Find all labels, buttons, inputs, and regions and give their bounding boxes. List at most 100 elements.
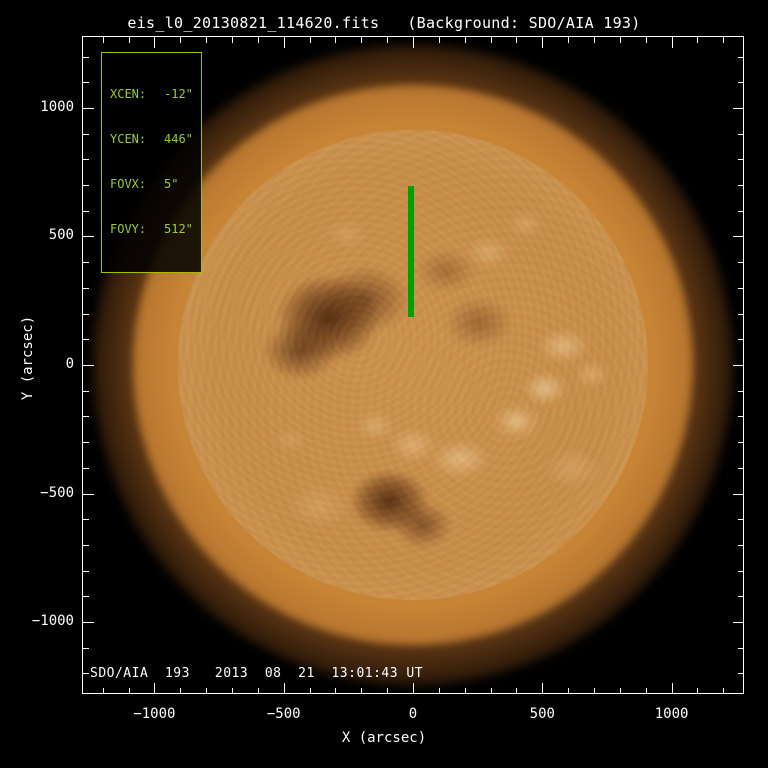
axis-tick: [491, 37, 492, 43]
axis-tick: [738, 57, 744, 58]
axis-tick: [83, 519, 89, 520]
axis-tick: [83, 288, 89, 289]
axis-tick: [738, 519, 744, 520]
axis-tick: [733, 108, 744, 109]
axis-tick: [83, 108, 94, 109]
axis-tick: [738, 391, 744, 392]
axis-tick: [738, 339, 744, 340]
axis-tick: [733, 236, 744, 237]
axis-tick: [738, 442, 744, 443]
axis-tick: [620, 37, 621, 43]
axis-tick: [83, 596, 89, 597]
info-row-fovx: FOVX: 5": [110, 177, 193, 192]
axis-tick: [465, 37, 466, 43]
axis-tick: [206, 688, 207, 694]
axis-tick: [646, 688, 647, 694]
axis-tick: [361, 37, 362, 43]
axis-tick: [738, 288, 744, 289]
x-tick-label: −1000: [133, 706, 176, 722]
axis-tick: [83, 622, 94, 623]
info-key-xcen: XCEN:: [110, 87, 147, 101]
axis-tick: [335, 37, 336, 43]
axis-tick: [83, 416, 89, 417]
axis-tick: [83, 442, 89, 443]
axis-tick: [413, 683, 414, 694]
axis-tick: [672, 37, 673, 48]
info-key-ycen: YCEN:: [110, 132, 147, 146]
axis-tick: [83, 211, 89, 212]
axis-tick: [83, 648, 89, 649]
axis-tick: [723, 37, 724, 43]
axis-tick: [83, 365, 94, 366]
eis-slit-fov-marker[interactable]: [407, 185, 414, 318]
axis-tick: [733, 365, 744, 366]
axis-tick: [232, 37, 233, 43]
figure-title: eis_l0_20130821_114620.fits (Background:…: [127, 14, 641, 32]
info-key-fovx: FOVX:: [110, 177, 147, 191]
axis-tick: [83, 314, 89, 315]
axis-tick: [83, 494, 94, 495]
axis-tick: [738, 545, 744, 546]
axis-tick: [738, 314, 744, 315]
axis-tick: [738, 262, 744, 263]
axis-tick: [516, 688, 517, 694]
info-row-xcen: XCEN: -12": [110, 87, 193, 102]
axis-tick: [310, 688, 311, 694]
axis-tick: [83, 82, 89, 83]
axis-tick: [542, 683, 543, 694]
axis-tick: [180, 688, 181, 694]
axis-tick: [83, 571, 89, 572]
axis-tick: [206, 37, 207, 43]
axis-tick: [738, 468, 744, 469]
axis-tick: [180, 37, 181, 43]
axis-tick: [491, 688, 492, 694]
y-tick-label: 500: [48, 227, 74, 244]
axis-tick: [154, 683, 155, 694]
axis-tick: [83, 468, 89, 469]
axis-tick: [129, 688, 130, 694]
axis-tick: [738, 571, 744, 572]
plot-area[interactable]: [82, 36, 744, 694]
axis-tick: [83, 391, 89, 392]
info-row-ycen: YCEN: 446": [110, 132, 193, 147]
axis-tick: [258, 37, 259, 43]
axis-tick: [738, 134, 744, 135]
x-tick-label: 1000: [654, 706, 689, 722]
axis-tick: [361, 688, 362, 694]
image-timestamp-stamp: SDO/AIA 193 2013 08 21 13:01:43 UT: [90, 666, 424, 681]
axis-tick: [83, 159, 89, 160]
axis-tick: [620, 688, 621, 694]
axis-tick: [129, 37, 130, 43]
fov-parameter-box: XCEN: -12" YCEN: 446" FOVX: 5" FOVY: 512": [101, 52, 202, 273]
axis-tick: [738, 648, 744, 649]
axis-tick: [733, 622, 744, 623]
info-value-fovy: 512": [164, 222, 193, 236]
axis-tick: [83, 57, 89, 58]
y-tick-label: −500: [40, 484, 74, 501]
axis-tick: [83, 339, 89, 340]
info-value-fovx: 5": [164, 177, 179, 191]
x-axis-title: X (arcsec): [341, 730, 427, 746]
axis-tick: [738, 185, 744, 186]
x-tick-label: 500: [529, 706, 555, 722]
axis-tick: [738, 82, 744, 83]
axis-tick: [83, 185, 89, 186]
axis-tick: [697, 37, 698, 43]
axis-tick: [103, 37, 104, 43]
info-row-fovy: FOVY: 512": [110, 222, 193, 237]
y-axis-title: Y (arcsec): [20, 315, 36, 401]
axis-tick: [439, 688, 440, 694]
axis-tick: [516, 37, 517, 43]
axis-tick: [723, 688, 724, 694]
axis-tick: [672, 683, 673, 694]
axis-tick: [594, 688, 595, 694]
axis-tick: [335, 688, 336, 694]
axis-tick: [83, 545, 89, 546]
axis-tick: [83, 134, 89, 135]
info-key-fovy: FOVY:: [110, 222, 147, 236]
axis-tick: [465, 688, 466, 694]
axis-tick: [738, 673, 744, 674]
axis-tick: [387, 688, 388, 694]
axis-tick: [258, 688, 259, 694]
